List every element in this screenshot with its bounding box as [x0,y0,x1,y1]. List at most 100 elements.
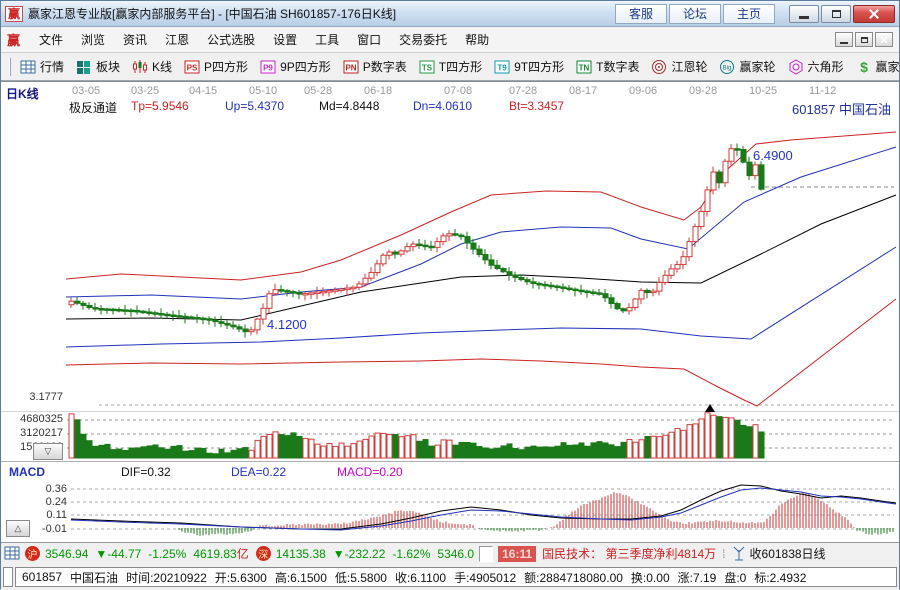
close-icon [869,9,879,19]
menu-news[interactable]: 资讯 [123,33,148,47]
macd-axis-2: 0.24 [45,496,67,508]
ts-square-icon: TS [419,59,436,75]
toolbar-item-gann-wheel[interactable]: 江恩轮 [646,56,712,77]
mdi-minimize-button[interactable] [835,32,853,47]
toolbar-item-label: P四方形 [204,60,249,74]
index-status-bar: 沪 3546.94 ▼-44.77 -1.25% 4619.83 亿 深 141… [1,542,899,564]
window-title: 赢家江恩专业版[赢家内部服务平台] - [中国石油 SH601857-176日K… [28,7,397,21]
quote-detail-field: 601857 中国石油 时间:20210922 开:5.6300 高:6.1500 低… [15,567,897,587]
mdi-minimize-icon [840,41,848,44]
toolbar-item-p9-square[interactable]: P9 9P四方形 [255,56,336,77]
service-button[interactable]: 客服 [615,3,667,24]
menu-logo-icon: 赢 [7,33,21,48]
news-ticker[interactable]: 国民技术： 第三季度净利4814万 [542,547,717,561]
svg-text:$: $ [860,59,868,75]
quote-field: 标:2.4932 [754,570,807,585]
maximize-button[interactable] [821,4,851,23]
indicator-tp: Tp=5.9546 [131,99,189,113]
ps-square-icon: PS [184,59,201,75]
menu-formula-stockpick[interactable]: 公式选股 [207,33,256,47]
dollar-icon: $ [856,59,873,75]
mdi-restore-button[interactable] [855,32,873,47]
quote-status-bar: 601857 中国石油 时间:20210922 开:5.6300 高:6.1500 低… [1,564,899,590]
macd-macd-value: MACD=0.20 [337,465,403,479]
menu-browse[interactable]: 浏览 [81,33,106,47]
menu-settings[interactable]: 设置 [273,33,298,47]
svg-text:TN: TN [579,63,590,72]
quote-field: 盘:0 [724,570,747,585]
toolbar-item-dollar[interactable]: $ 赢家服务 [851,56,900,77]
price-axis-low: 3.1777 [29,391,63,403]
indicator-up: Up=5.4370 [225,99,285,113]
svg-text:PN: PN [345,63,356,72]
mdi-close-icon [881,36,888,43]
toolbar-item-kline[interactable]: K线 [127,56,177,77]
quote-field: 换:0.00 [630,570,670,585]
volume-pane-collapse-button[interactable]: ▽ [33,443,63,460]
toolbar-item-label: T四方形 [438,60,483,74]
quote-grid-icon[interactable] [4,546,20,561]
menu-window[interactable]: 窗口 [357,33,382,47]
quote-field: 高:6.1500 [274,570,327,585]
toolbar-item-hexagon[interactable]: 六角形 [783,56,849,77]
menu-bar: 赢 文件 浏览 资讯 江恩 公式选股 设置 工具 窗口 交易委托 帮助 [1,27,899,53]
date-tick: 08-17 [569,85,598,97]
quote-name: 中国石油 [70,570,119,585]
period-label[interactable]: 日K线 [6,87,39,101]
indicator-md: Md=4.8448 [319,99,380,113]
quote-grid-icon [20,59,37,75]
toolbar-item-ts-square[interactable]: TS T四方形 [414,56,487,77]
menu-gann[interactable]: 江恩 [165,33,190,47]
svg-text:TS: TS [422,63,433,72]
menu-trading[interactable]: 交易委托 [399,33,448,47]
toolbar-item-winner-wheel[interactable]: Big 赢家轮 [714,56,780,77]
t9-square-icon: T9 [494,59,511,75]
toolbar-item-quote-grid[interactable]: 行情 [15,56,69,77]
sz-index-pct: -1.62% [392,546,431,561]
minimize-button[interactable] [789,4,819,23]
date-tick: 06-18 [364,85,393,97]
toolbar-item-tn-table[interactable]: TN T数字表 [571,56,644,77]
ticker-scroll-handle[interactable]: ⁞ [722,546,726,561]
receive-status-label: 收601838日线 [749,547,826,561]
sz-index-value: 14135.38 [275,546,326,561]
quote-field: 额:2884718080.00 [524,570,623,585]
svg-text:PS: PS [187,63,198,72]
indicator-dn: Dn=4.0610 [413,99,473,113]
macd-title[interactable]: MACD [9,465,45,479]
date-tick: 05-10 [249,85,278,97]
kline-chart-canvas[interactable] [1,82,899,542]
quote-field: 收:6.1100 [394,570,447,585]
toolbar-item-t9-square[interactable]: T9 9T四方形 [489,56,569,77]
quote-field: 低:5.5800 [334,570,387,585]
mid-price-label: 4.1200 [267,317,307,332]
macd-pane-collapse-button[interactable]: △ [6,520,30,537]
forum-button[interactable]: 论坛 [669,3,721,24]
window-controls [787,4,895,23]
quote-field: 开:5.6300 [214,570,267,585]
macd-axis-4: -0.01 [41,523,67,535]
close-button[interactable] [853,4,895,23]
sh-volume-unit: 亿 [236,547,249,561]
homepage-button[interactable]: 主页 [723,3,775,24]
toolbar-grip[interactable] [9,57,11,76]
menu-tools[interactable]: 工具 [315,33,340,47]
menu-file[interactable]: 文件 [39,33,64,47]
mdi-close-button[interactable] [875,32,893,47]
menu-help[interactable]: 帮助 [465,33,490,47]
svg-text:T9: T9 [497,63,507,72]
chart-area: 日K线 03-05 03-25 04-15 05-10 05-28 06-18 07-08 0… [1,81,899,542]
p9-square-icon: P9 [260,59,277,75]
status-divider [479,545,494,562]
toolbar-item-pn-table[interactable]: PN P数字表 [338,56,412,77]
volume-axis-1: 4680325 [20,413,63,425]
toolbar-item-blocks[interactable]: 板块 [71,56,125,77]
shenzhen-index-icon: 深 [255,546,271,561]
toolbar-item-label: 六角形 [807,60,844,74]
macd-axis-3: 0.11 [46,509,67,521]
mdi-controls [833,32,893,47]
toolbar-item-ps-square[interactable]: PS P四方形 [179,56,253,77]
blocks-icon [76,59,93,75]
toolbar-item-label: K线 [152,60,173,74]
mdi-restore-icon [860,36,868,43]
